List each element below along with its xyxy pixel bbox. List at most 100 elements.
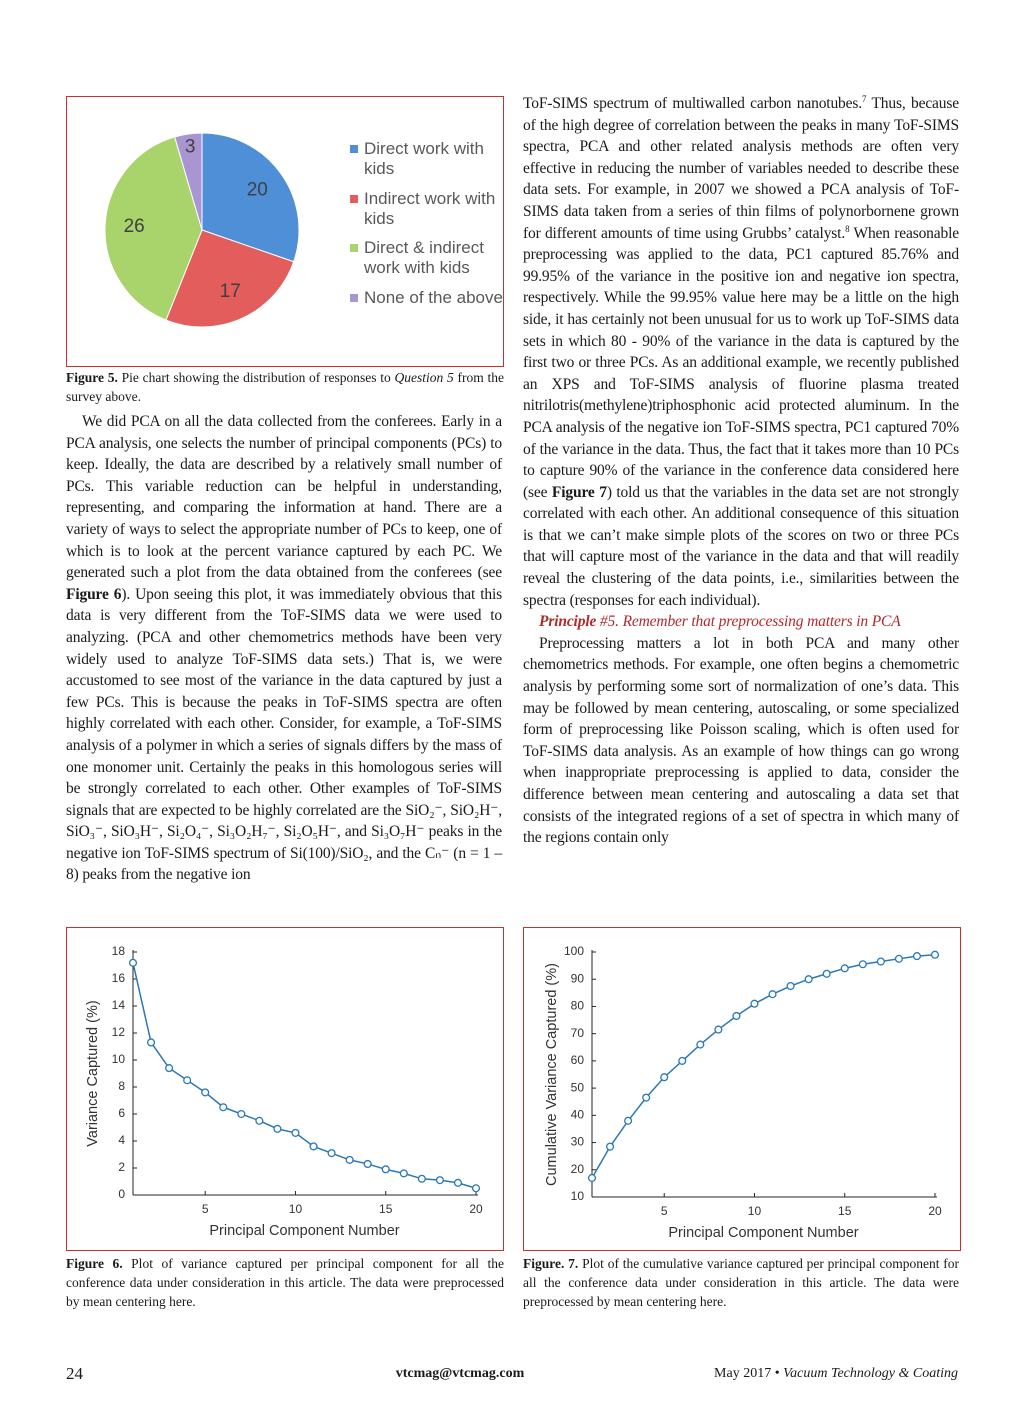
caption: Figure 5. Pie chart showing the distribu…: [66, 368, 504, 406]
marker: [309, 1142, 318, 1151]
reference: 8: [845, 223, 850, 234]
marker: [255, 1116, 264, 1125]
reference: 7: [862, 93, 867, 104]
caption-text: Pie chart showing the distribution of re…: [117, 370, 395, 385]
text: Vacuum Technology & Coating: [783, 1366, 958, 1381]
x-axis-label: Principal Component Number: [209, 1223, 399, 1239]
legend-label: None of the above: [364, 287, 503, 307]
caption-text: Question 5: [394, 370, 454, 385]
y-tick-label: 40: [571, 1108, 585, 1122]
x-axis-label: Principal Component Number: [668, 1225, 858, 1241]
caption-text: Plot of the cumulative variance captured…: [523, 1256, 960, 1309]
legend-swatch: [350, 244, 358, 252]
y-tick-label: 70: [571, 1026, 585, 1040]
x-tick-label: 15: [379, 1202, 393, 1216]
data-label: 26: [124, 216, 145, 237]
pie-slice: [104, 136, 203, 321]
caption: Figure 6. Plot of variance captured per …: [66, 1254, 504, 1311]
text: May 2017 •: [714, 1366, 784, 1381]
y-tick-label: 14: [112, 998, 126, 1012]
marker: [876, 957, 885, 966]
legend-label: Direct work with kids: [364, 139, 484, 178]
marker: [147, 1038, 156, 1047]
marker: [237, 1109, 246, 1119]
data-label: 20: [247, 180, 268, 201]
text: ToF-SIMS spectrum of multiwalled carbon …: [523, 95, 862, 112]
marker: [435, 1176, 444, 1185]
y-tick-label: 30: [571, 1135, 585, 1149]
y-tick-label: 80: [571, 999, 585, 1013]
left-column: We did PCA on all the data collected fro…: [66, 411, 502, 886]
marker: [183, 1076, 192, 1085]
legend-item: Indirect work with kids: [350, 189, 504, 229]
text: ). Upon seeing this plot, it was immedia…: [66, 585, 502, 884]
marker: [822, 969, 831, 978]
marker: [291, 1128, 300, 1137]
y-tick-label: 90: [571, 971, 585, 985]
text: ) told us that the variables in the data…: [523, 483, 959, 609]
figure-frame: [523, 927, 961, 1251]
caption: Figure. 7. Plot of the cumulative varian…: [523, 1254, 959, 1311]
x-tick-label: 20: [928, 1204, 942, 1218]
pie-slice: [174, 132, 203, 231]
marker: [201, 1088, 210, 1097]
data-label: 17: [220, 281, 241, 302]
legend-swatch: [350, 145, 358, 153]
marker: [750, 999, 759, 1008]
marker: [804, 975, 813, 984]
legend-item: None of the above: [350, 288, 504, 308]
right-column: ToF-SIMS spectrum of multiwalled carbon …: [523, 93, 959, 849]
y-axis-label: Variance Captured (%): [85, 1000, 101, 1146]
marker: [363, 1159, 372, 1168]
marker: [678, 1056, 687, 1065]
x-tick-label: 20: [469, 1202, 483, 1216]
y-tick-label: 0: [118, 1187, 125, 1201]
y-tick-label: 2: [118, 1160, 125, 1174]
y-tick-label: 4: [118, 1133, 125, 1147]
text: Preprocessing matters a lot in both PCA …: [523, 634, 959, 847]
x-tick-label: 5: [202, 1202, 209, 1216]
x-tick-label: 10: [748, 1204, 762, 1218]
footer-issue: May 2017 • Vacuum Technology & Coating: [714, 1366, 958, 1382]
marker: [732, 1011, 741, 1021]
text: Thus, because of the high degree of corr…: [523, 95, 959, 242]
marker: [858, 960, 867, 969]
y-tick-label: 10: [571, 1189, 585, 1203]
heading-text: #5. Remember that preprocessing matters …: [596, 613, 901, 631]
y-tick-label: 100: [564, 944, 584, 958]
marker: [327, 1149, 336, 1158]
marker: [624, 1116, 633, 1125]
marker: [399, 1169, 408, 1178]
y-tick-label: 10: [112, 1052, 126, 1066]
legend-label: Indirect work with kids: [364, 188, 496, 228]
figure-frame: [66, 96, 504, 367]
caption-label: Figure. 7.: [523, 1256, 579, 1271]
text: Figure 7: [551, 483, 607, 501]
marker: [453, 1178, 462, 1187]
marker: [660, 1073, 669, 1082]
heading-label: Principle: [539, 613, 597, 631]
pie-slice: [165, 229, 295, 328]
y-axis-label: Cumulative Variance Captured (%): [544, 963, 560, 1186]
caption-text: Plot of variance captured per principal …: [66, 1256, 505, 1309]
line: [591, 953, 936, 1179]
marker: [714, 1025, 723, 1034]
section-heading: Principle #5. Remember that preprocessin…: [523, 611, 959, 633]
y-tick-label: 50: [571, 1080, 585, 1094]
marker: [381, 1165, 390, 1174]
marker: [642, 1093, 651, 1102]
legend-item: Direct work with kids: [350, 139, 504, 179]
caption-label: Figure 5.: [66, 370, 118, 385]
marker: [165, 1064, 174, 1073]
y-tick-label: 18: [112, 944, 126, 958]
x-tick-label: 5: [661, 1204, 668, 1218]
footer-email: vtcmag@vtcmag.com: [395, 1366, 525, 1381]
marker: [587, 1173, 597, 1182]
x-tick-label: 15: [838, 1204, 852, 1218]
legend-swatch: [350, 194, 358, 203]
text: When reasonable preprocessing was applie…: [523, 224, 959, 501]
marker: [786, 981, 795, 991]
caption-label: Figure 6.: [66, 1256, 123, 1271]
